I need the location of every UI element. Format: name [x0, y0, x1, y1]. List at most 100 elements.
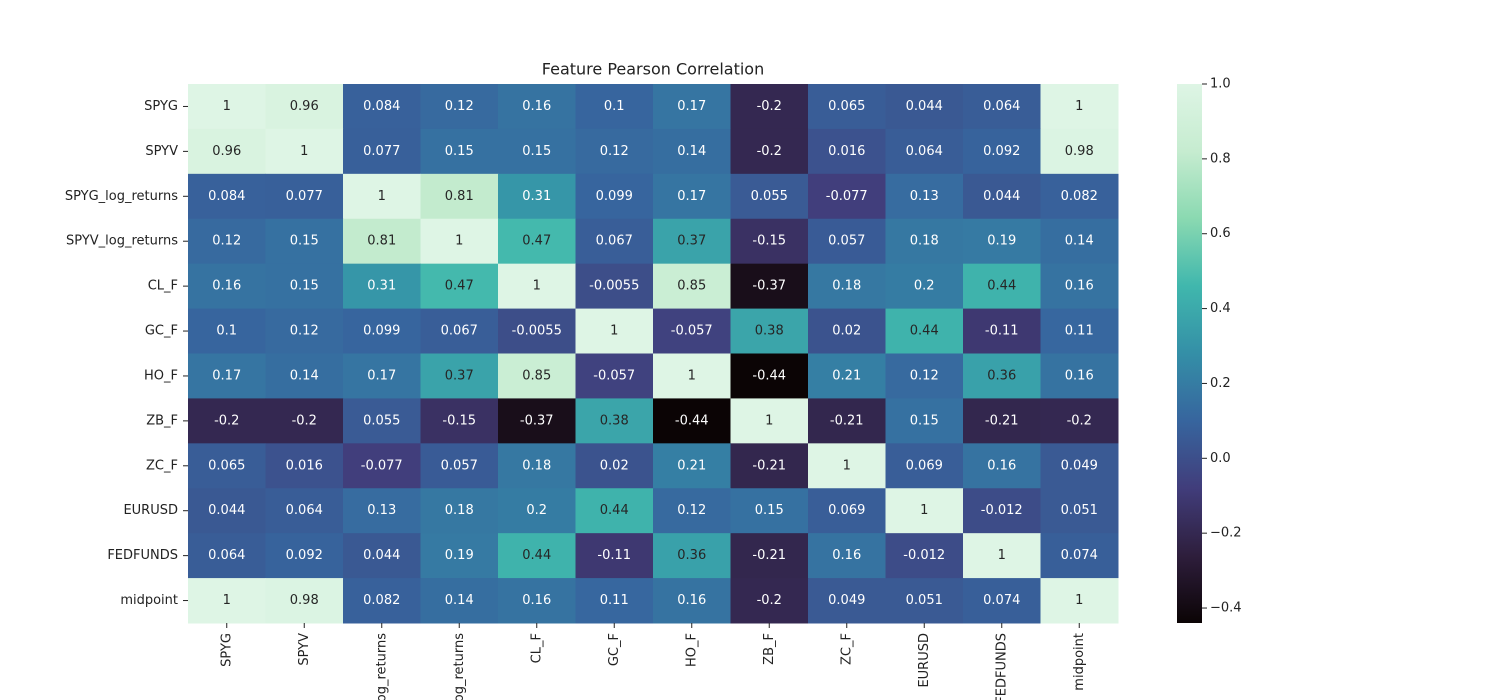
- cell-label: 0.17: [367, 368, 396, 383]
- x-tick-label: HO_F: [684, 633, 699, 667]
- heatmap-cell: [885, 533, 964, 579]
- cell-label: 0.055: [751, 189, 788, 204]
- heatmap-cell: [653, 488, 731, 534]
- cell-label: 0.02: [600, 458, 629, 473]
- heatmap-cell: [730, 308, 809, 354]
- cell-label: -0.44: [752, 368, 786, 383]
- heatmap-cell: [575, 218, 654, 265]
- cell-label: 0.2: [526, 503, 547, 518]
- cell-label: -0.15: [442, 413, 476, 428]
- x-tick-label: SPYV_log_returns: [452, 633, 467, 700]
- heatmap-cell: [653, 128, 731, 175]
- cell-label: 1: [765, 413, 773, 428]
- heatmap-cell: [343, 578, 421, 624]
- cell-label: 0.12: [445, 99, 474, 114]
- cell-label: 0.1: [604, 99, 625, 114]
- cell-label: -0.15: [752, 234, 786, 249]
- heatmap-cell: [575, 398, 654, 444]
- cell-label: 0.099: [596, 189, 633, 204]
- heatmap-cell: [265, 84, 344, 130]
- cell-label: 0.15: [522, 144, 551, 159]
- cell-label: 0.084: [363, 99, 400, 114]
- y-tick-label: ZB_F: [146, 413, 178, 428]
- cell-label: 0.36: [677, 548, 706, 563]
- cell-label: 0.18: [522, 458, 551, 473]
- heatmap-cell: [343, 488, 421, 534]
- x-tick-label: GC_F: [607, 633, 622, 666]
- heatmap-cell: [653, 218, 731, 265]
- heatmap-cell: [808, 443, 886, 489]
- heatmap-cell: [498, 443, 576, 489]
- colorbar: [1177, 84, 1202, 623]
- heatmap-cell: [808, 398, 886, 444]
- heatmap-cell: [963, 84, 1041, 130]
- cell-label: 1: [1075, 593, 1083, 608]
- y-tick-label: EURUSD: [123, 503, 178, 518]
- colorbar-tick-label: 1.0: [1210, 77, 1231, 92]
- heatmap-cell: [808, 128, 886, 175]
- heatmap-cell: [498, 533, 576, 579]
- cell-label: 0.13: [910, 189, 939, 204]
- cell-label: 0.049: [828, 593, 865, 608]
- cell-label: 0.12: [677, 503, 706, 518]
- heatmap-cell: [265, 263, 344, 310]
- cell-label: 0.092: [286, 548, 323, 563]
- cell-label: 0.064: [906, 144, 943, 159]
- heatmap-cell: [730, 398, 809, 444]
- cell-label: 0.11: [1065, 324, 1094, 339]
- heatmap-cell: [420, 218, 499, 265]
- heatmap-cell: [498, 578, 576, 624]
- cell-label: 0.064: [286, 503, 323, 518]
- heatmap-cell: [730, 533, 809, 579]
- heatmap-cell: [575, 84, 654, 130]
- x-tick-label: midpoint: [1072, 633, 1087, 691]
- cell-label: 0.18: [445, 503, 474, 518]
- heatmap-cell: [265, 398, 344, 444]
- cell-label: 0.16: [522, 593, 551, 608]
- y-tick-label: midpoint: [120, 593, 178, 608]
- heatmap-cell: [188, 308, 266, 354]
- cell-label: 0.18: [832, 279, 861, 294]
- heatmap-cell: [420, 353, 499, 399]
- heatmap-cell: [963, 578, 1041, 624]
- heatmap-cell: [343, 263, 421, 310]
- heatmap-cell: [188, 578, 266, 624]
- cell-label: -0.2: [1067, 413, 1092, 428]
- cell-label: 1: [1075, 99, 1083, 114]
- cell-label: 1: [533, 279, 541, 294]
- cell-label: 0.36: [987, 368, 1016, 383]
- cell-label: 0.057: [441, 458, 478, 473]
- cell-label: 1: [378, 189, 386, 204]
- heatmap-cell: [1040, 488, 1119, 534]
- cell-label: -0.057: [593, 368, 635, 383]
- cell-label: 0.21: [832, 368, 861, 383]
- heatmap-cell: [730, 488, 809, 534]
- cell-label: 0.44: [600, 503, 629, 518]
- heatmap-cell: [575, 308, 654, 354]
- heatmap-cell: [963, 173, 1041, 220]
- cell-label: -0.21: [752, 458, 786, 473]
- heatmap-cell: [885, 173, 964, 220]
- cell-label: -0.0055: [589, 279, 639, 294]
- heatmap-cell: [343, 173, 421, 220]
- cell-label: 0.067: [441, 324, 478, 339]
- cell-label: 0.084: [208, 189, 245, 204]
- cell-label: 0.13: [367, 503, 396, 518]
- cell-label: 0.15: [755, 503, 784, 518]
- heatmap-cell: [343, 84, 421, 130]
- cell-label: 0.16: [677, 593, 706, 608]
- cell-label: 0.47: [445, 279, 474, 294]
- y-tick-label: SPYV_log_returns: [66, 234, 178, 249]
- cell-label: 0.44: [522, 548, 551, 563]
- heatmap-cell: [420, 443, 499, 489]
- cell-label: 0.051: [906, 593, 943, 608]
- cell-label: 0.16: [832, 548, 861, 563]
- cell-label: 0.15: [290, 234, 319, 249]
- cell-label: 0.082: [363, 593, 400, 608]
- heatmap-cell: [420, 84, 499, 130]
- y-tick-label: GC_F: [145, 324, 178, 339]
- x-tick-label: SPYV: [297, 633, 312, 666]
- cell-label: 0.077: [286, 189, 323, 204]
- cell-label: 0.14: [290, 368, 319, 383]
- cell-label: 0.064: [208, 548, 245, 563]
